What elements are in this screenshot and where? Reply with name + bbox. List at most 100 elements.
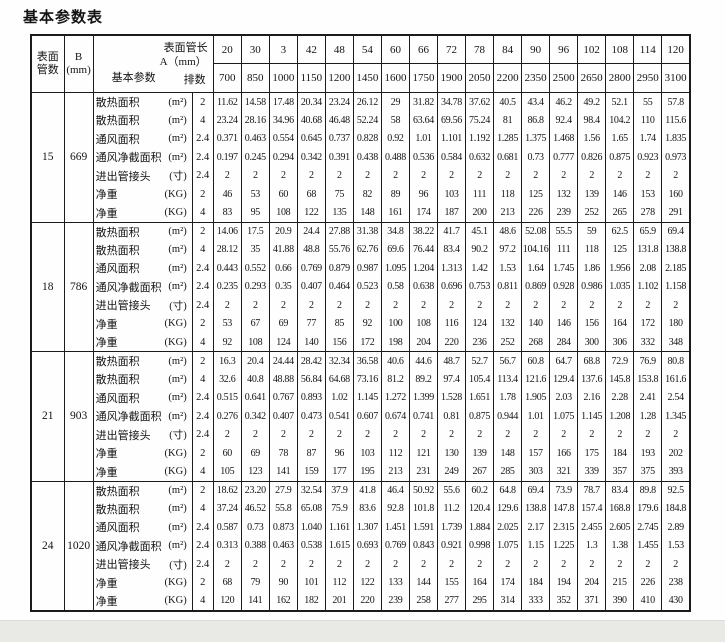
cell-value: 2 [352, 555, 382, 574]
cell-value: 2 [380, 296, 410, 315]
cell-value: 2 [296, 425, 326, 444]
cell-value: 52.24 [352, 111, 382, 130]
cell-value: 14.06 [212, 222, 242, 241]
cell-value: 58 [380, 111, 410, 130]
parameter-name: 通风面积 [95, 133, 140, 146]
cell-value: 0.464 [324, 277, 354, 296]
cell-value: 2 [521, 296, 551, 315]
cell-value: 147.8 [549, 499, 579, 518]
cell-value: 2 [493, 425, 523, 444]
cell-value: 140 [521, 314, 551, 333]
parameter-name: 通风净截面积 [95, 152, 162, 165]
cell-value: 2 [212, 296, 242, 315]
cell-value: 1.313 [436, 259, 467, 278]
cell-parameter-label: 散热面积 (m²) [92, 370, 193, 389]
cell-value: 68.8 [577, 351, 607, 370]
col-length-114: 114 [633, 34, 663, 65]
cell-value: 157.4 [577, 499, 607, 518]
cell-parameter-label: 散热面积 (m²) [92, 222, 193, 241]
cell-value: 0.777 [549, 148, 579, 167]
cell-value: 238 [661, 573, 691, 592]
cell-value: 23.20 [240, 481, 270, 500]
cell-value: 41.7 [436, 222, 467, 241]
cell-value: 73.9 [549, 481, 579, 500]
cell-value: 179.6 [633, 499, 663, 518]
cell-row-count: 4 [191, 240, 214, 259]
cell-value: 1.145 [352, 388, 382, 407]
parameter-name: 散热面积 [95, 226, 140, 239]
cell-value: 0.828 [352, 129, 382, 148]
col-length2-1600: 1600 [380, 63, 410, 93]
cell-value: 120 [212, 592, 242, 611]
cell-value: 249 [436, 462, 467, 481]
cell-value: 2 [549, 166, 579, 185]
cell-value: 40.68 [296, 111, 326, 130]
cell-value: 64.68 [324, 370, 354, 389]
col-length2-3100: 3100 [661, 63, 691, 93]
cell-value: 0.973 [661, 148, 691, 167]
parameter-unit: (KG) [164, 318, 187, 330]
parameter-name: 净重 [95, 448, 118, 461]
cell-value: 375 [633, 462, 663, 481]
cell-value: 180 [661, 314, 691, 333]
table-row: 通风净截面积 (m²) 2.4 0.313 0.388 0.463 0.538 1.615 0.… [31, 536, 691, 555]
cell-value: 27.88 [324, 222, 354, 241]
cell-value: 1.56 [577, 129, 607, 148]
cell-value: 28.12 [212, 240, 242, 259]
cell-value: 129.4 [549, 370, 579, 389]
cell-value: 2 [408, 555, 439, 574]
cell-value: 48.7 [436, 351, 467, 370]
cell-value: 68 [296, 185, 326, 204]
col-length-84: 84 [493, 34, 523, 65]
cell-value: 0.769 [380, 536, 410, 555]
cell-value: 390 [605, 592, 635, 611]
cell-value: 2 [212, 425, 242, 444]
cell-value: 124 [465, 314, 495, 333]
parameter-unit: (KG) [164, 336, 187, 348]
cell-value: 140 [296, 333, 326, 352]
cell-value: 1.075 [549, 407, 579, 426]
parameter-unit: (m²) [168, 133, 187, 145]
parameter-label-wrap: 净重 (KG) [94, 575, 191, 591]
cell-parameter-label: 净重 (KG) [92, 185, 193, 204]
cell-value: 2 [268, 425, 298, 444]
cell-value: 1.468 [549, 129, 579, 148]
cell-value: 184.8 [661, 499, 691, 518]
parameter-unit: (寸) [169, 559, 187, 571]
cell-b-value: 903 [63, 351, 94, 481]
cell-value: 32.6 [212, 370, 242, 389]
table-row: 进出管接头 (寸) 2.4 2 2 2 2 2 2 2 2 2 2 2 2 2 2 2 2 2 [31, 425, 691, 444]
cell-value: 92 [352, 314, 382, 333]
header-a-mm-label: A（mm） [159, 56, 207, 68]
cell-value: 100 [380, 314, 410, 333]
cell-parameter-label: 通风净截面积 (m²) [92, 277, 193, 296]
table-row: 净重 (KG) 2 60 69 78 87 96 103 112 121 130 139 148 157 16… [31, 444, 691, 463]
cell-value: 45.1 [465, 222, 495, 241]
parameter-name: 散热面积 [95, 244, 140, 257]
cell-value: 166 [549, 444, 579, 463]
cell-value: 64.8 [493, 481, 523, 500]
table-header: 表面 管数 B (mm) 表面管长 A（mm） 排数 基本参数 20 30 3 42 4… [30, 34, 691, 93]
cell-value: 1.745 [549, 259, 579, 278]
cell-value: 43.4 [521, 92, 551, 111]
cell-value: 90 [268, 573, 298, 592]
cell-value: 1.15 [521, 536, 551, 555]
cell-row-count: 4 [191, 370, 214, 389]
cell-value: 0.693 [352, 536, 382, 555]
cell-value: 113.4 [493, 370, 523, 389]
cell-value: 204 [408, 333, 439, 352]
parameter-unit: (m²) [168, 151, 187, 163]
cell-value: 157 [521, 444, 551, 463]
cell-value: 53 [212, 314, 242, 333]
cell-value: 2 [380, 166, 410, 185]
cell-value: 268 [521, 333, 551, 352]
cell-row-count: 4 [191, 499, 214, 518]
cell-row-count: 2.4 [191, 166, 214, 185]
header-corner: 表面管长 A（mm） 排数 基本参数 [94, 36, 212, 92]
cell-value: 352 [549, 592, 579, 611]
parameter-name: 通风面积 [95, 263, 140, 276]
cell-value: 133 [380, 573, 410, 592]
cell-value: 60.2 [465, 481, 495, 500]
col-length2-1000: 1000 [268, 63, 298, 93]
cell-value: 1.307 [352, 518, 382, 537]
